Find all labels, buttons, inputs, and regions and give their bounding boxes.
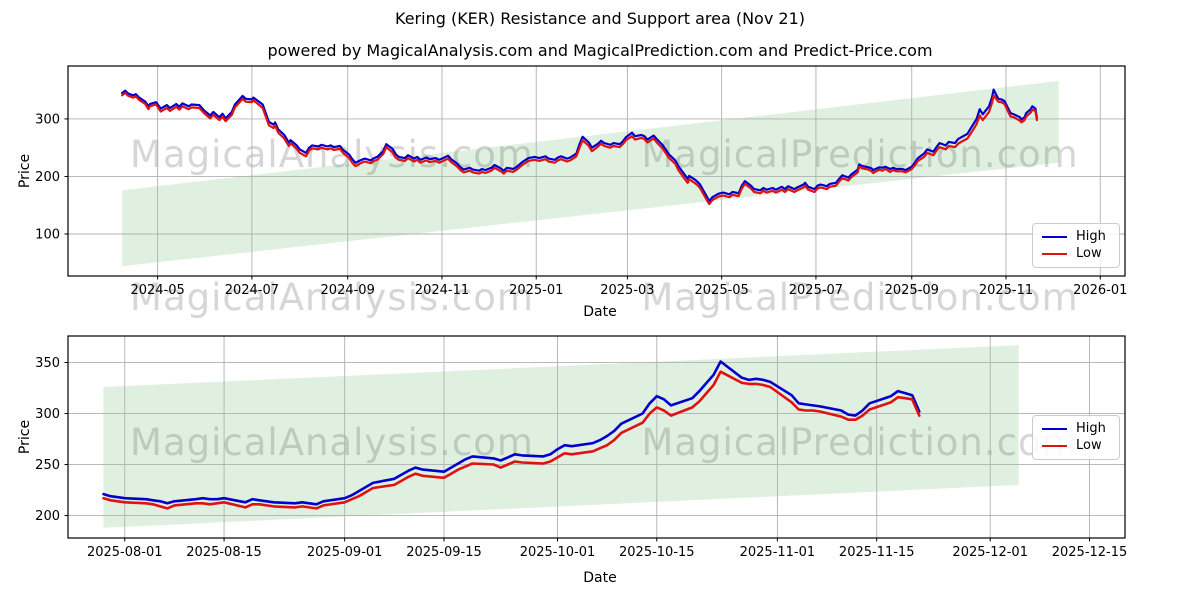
x-axis-label-top: Date	[583, 304, 617, 320]
x-tick-label: 2025-11-01	[740, 545, 816, 560]
x-tick-label: 2025-07	[789, 283, 843, 298]
low-line	[120, 91, 1039, 206]
x-tick-label: 2025-11-15	[839, 545, 915, 560]
high-line-icon	[1042, 236, 1067, 238]
legend-top: High Low	[1032, 223, 1120, 268]
figure-subtitle: powered by MagicalAnalysis.com and Magic…	[267, 41, 933, 60]
y-axis-label-bottom: Price	[17, 419, 33, 455]
legend-label-low: Low	[1076, 246, 1102, 261]
x-tick-label: 2025-08-01	[87, 545, 163, 560]
high-line	[120, 88, 1039, 203]
axes-border	[67, 65, 1126, 277]
x-tick-label: 2025-05	[695, 283, 749, 298]
legend-item-low: Low	[1042, 247, 1110, 261]
high-line	[102, 360, 921, 506]
axes-border	[67, 335, 1126, 539]
x-tick-label: 2025-11	[979, 283, 1033, 298]
legend-item-low: Low	[1042, 439, 1110, 453]
y-tick-label: 300	[35, 112, 60, 127]
x-tick-label: 2026-01	[1073, 283, 1127, 298]
figure-title: Kering (KER) Resistance and Support area…	[395, 9, 805, 28]
watermark-text: MagicalAnalysis.com	[130, 276, 534, 319]
x-tick-label: 2024-09	[321, 283, 375, 298]
support-resistance-band	[103, 345, 1019, 528]
x-tick-label: 2025-12-01	[952, 545, 1028, 560]
legend-item-high: High	[1042, 230, 1110, 244]
x-tick-label: 2024-05	[130, 283, 184, 298]
support-resistance-band	[122, 80, 1059, 267]
watermark-text: MagicalPrediction.com	[641, 421, 1078, 464]
x-tick-label: 2025-09	[885, 283, 939, 298]
watermark-text: MagicalAnalysis.com	[130, 421, 534, 464]
y-tick-label: 350	[35, 356, 60, 371]
watermark-text: MagicalPrediction.com	[641, 276, 1079, 319]
y-tick-label: 300	[35, 407, 60, 422]
x-tick-label: 2025-12-15	[1052, 545, 1128, 560]
legend-label-high: High	[1076, 421, 1106, 436]
legend-bottom: High Low	[1032, 415, 1120, 460]
low-line	[102, 370, 921, 510]
low-line-icon	[1042, 445, 1067, 447]
low-line-icon	[1042, 253, 1067, 255]
y-tick-label: 100	[35, 228, 60, 243]
high-line-icon	[1042, 428, 1067, 430]
x-tick-label: 2025-08-15	[186, 545, 262, 560]
y-tick-label: 200	[35, 170, 60, 185]
x-tick-label: 2024-11	[415, 283, 469, 298]
x-tick-label: 2025-09-15	[406, 545, 482, 560]
y-axis-label-top: Price	[17, 153, 33, 189]
x-tick-label: 2025-03	[600, 283, 654, 298]
y-tick-label: 200	[35, 509, 60, 524]
x-axis-label-bottom: Date	[583, 570, 617, 586]
price-chart-bottom: 2025-08-01 2025-08-15 2025-09-01 2025-09-15…	[35, 335, 1127, 560]
x-tick-label: 2024-07	[225, 283, 279, 298]
x-tick-label: 2025-09-01	[307, 545, 383, 560]
legend-label-high: High	[1076, 229, 1106, 244]
x-tick-label: 2025-01	[509, 283, 563, 298]
legend-label-low: Low	[1076, 438, 1102, 453]
y-tick-label: 250	[35, 458, 60, 473]
price-chart-top: 2024-05 2024-07 2024-09 2024-11 2025-01 2025-…	[35, 65, 1127, 298]
x-tick-label: 2025-10-01	[520, 545, 596, 560]
x-tick-label: 2025-10-15	[619, 545, 695, 560]
legend-item-high: High	[1042, 422, 1110, 436]
